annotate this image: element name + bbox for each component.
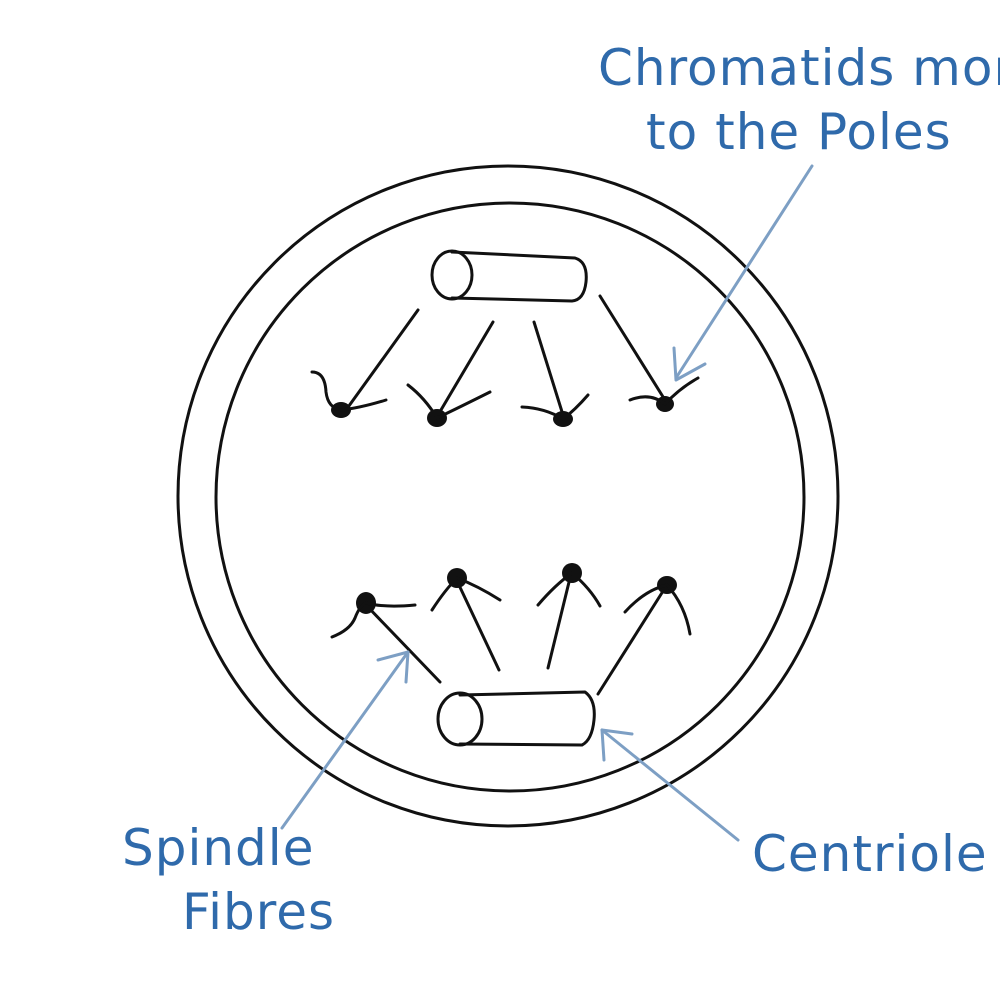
arrow-centriole [600, 728, 740, 842]
chromatid-top-4 [628, 376, 700, 412]
centriole-top [430, 249, 588, 303]
arrow-chromatids [672, 164, 814, 382]
spindle-fibres-top [344, 294, 667, 417]
label-chromatids-line2: to the Poles [646, 103, 952, 161]
cell-inner-membrane [214, 201, 806, 793]
spindle-fibres-bottom [364, 576, 667, 696]
label-centriole: Centriole [752, 825, 988, 883]
chromatid-bottom-2 [430, 568, 502, 612]
chromatid-top-2 [406, 383, 492, 427]
chromatid-top-1 [310, 370, 388, 418]
chromatid-top-3 [520, 393, 590, 427]
chromatid-bottom-4 [623, 576, 692, 636]
cell-outer-membrane [176, 164, 840, 828]
centriole-bottom [436, 690, 596, 747]
label-chromatids-line1: Chromatids more [598, 39, 1000, 97]
arrow-spindle-fibres [280, 650, 410, 830]
label-spindle-line2: Fibres [182, 883, 336, 941]
chromatid-bottom-1 [330, 592, 417, 639]
chromatid-bottom-3 [536, 563, 602, 608]
label-spindle-line1: Spindle [122, 819, 315, 877]
